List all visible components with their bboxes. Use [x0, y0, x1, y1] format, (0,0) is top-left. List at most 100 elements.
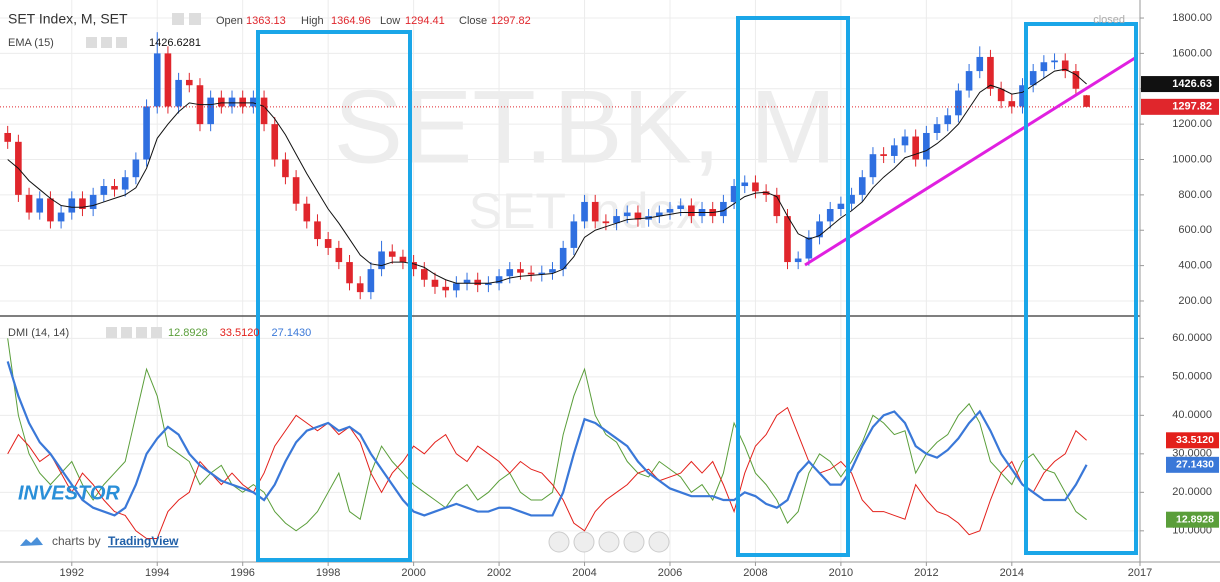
icon[interactable] — [86, 37, 97, 48]
candle-body — [57, 212, 65, 222]
candle-body — [282, 159, 289, 178]
candle-body — [442, 286, 449, 291]
value-tag-label: 33.5120 — [1176, 434, 1214, 446]
candle-body — [143, 106, 150, 160]
y-tick-label: 1800.00 — [1172, 12, 1212, 24]
candle-body — [111, 186, 118, 190]
candle-body — [1083, 95, 1090, 107]
x-tick-label: 1998 — [316, 567, 340, 579]
candle-body — [923, 132, 930, 160]
y-tick-label: 600.00 — [1178, 224, 1212, 236]
candle-body — [420, 269, 428, 280]
candle-body — [1019, 85, 1026, 107]
icon[interactable] — [116, 37, 127, 48]
candle-body — [559, 247, 567, 270]
icon[interactable] — [172, 13, 184, 25]
candle-body — [1029, 71, 1037, 86]
dmi-line — [6, 361, 1088, 517]
icon[interactable] — [121, 327, 132, 338]
nav-button[interactable] — [598, 531, 620, 553]
dmi-line — [7, 338, 1087, 532]
x-tick-label: 2002 — [487, 567, 511, 579]
value-tag — [1166, 511, 1219, 528]
candle-body — [741, 182, 749, 187]
indicator-value: 1426.6281 — [149, 37, 201, 49]
candle-body — [944, 115, 952, 125]
candle-body — [591, 201, 599, 222]
y-tick-label: 200.00 — [1178, 295, 1212, 307]
highlight-box[interactable] — [256, 30, 412, 562]
candle-body — [324, 239, 332, 248]
highlight-box[interactable] — [736, 16, 850, 557]
candle-body — [410, 262, 417, 270]
indicator-title: DMI (14, 14) — [8, 327, 69, 339]
candle-body — [634, 212, 642, 220]
candle-body — [965, 71, 973, 91]
y-tick-label: 1600.00 — [1172, 47, 1212, 59]
candle-body — [1051, 60, 1058, 63]
candle-body — [4, 132, 12, 142]
value-tag — [1166, 456, 1219, 473]
y-tick-label: 10.0000 — [1172, 525, 1212, 537]
nav-button[interactable] — [623, 531, 645, 553]
candle-body — [987, 56, 994, 89]
candle-body — [453, 283, 460, 291]
candle-body — [292, 177, 300, 204]
highlight-box[interactable] — [1024, 22, 1138, 555]
candle-body — [570, 221, 578, 248]
candle-body — [1072, 71, 1080, 89]
logo: INVESTOR — [18, 482, 120, 504]
y-tick-label: 800.00 — [1178, 189, 1212, 201]
icon[interactable] — [189, 13, 201, 25]
y-tick-label: 50.0000 — [1172, 371, 1212, 383]
icon[interactable] — [101, 37, 112, 48]
candle-body — [602, 221, 610, 224]
candle-body — [207, 97, 214, 125]
candle-body — [79, 198, 86, 210]
credit-link[interactable]: TradingView — [108, 534, 179, 548]
x-tick-label: 2000 — [401, 567, 425, 579]
candle-body — [463, 279, 471, 284]
indicator-title: EMA (15) — [8, 37, 54, 49]
candle-body — [185, 79, 193, 86]
candle-body — [89, 194, 97, 210]
indicator-value: 12.8928 — [168, 327, 208, 339]
ohlc-label: High — [301, 15, 324, 27]
candle-body — [314, 221, 321, 240]
candle-body — [399, 256, 407, 263]
candle-body — [880, 154, 887, 156]
candle-body — [784, 216, 791, 263]
candle-body — [955, 90, 962, 116]
icon[interactable] — [106, 327, 117, 338]
ohlc-value: 1294.41 — [405, 15, 445, 27]
candle-body — [1040, 62, 1048, 72]
candle-body — [688, 205, 695, 217]
nav-button[interactable] — [648, 531, 670, 553]
y-tick-label: 20.0000 — [1172, 486, 1212, 498]
candle-body — [730, 186, 738, 202]
icon[interactable] — [151, 327, 162, 338]
candle-body — [303, 203, 311, 222]
ohlc-label: Close — [459, 15, 487, 27]
credit: charts by — [52, 534, 101, 548]
trend-line[interactable] — [804, 56, 1136, 267]
nav-button[interactable] — [573, 531, 595, 553]
candle-body — [175, 79, 182, 107]
candle-body — [933, 124, 941, 133]
candle-body — [271, 124, 279, 160]
watermark: SET.BK, M — [334, 69, 837, 185]
value-tag-label: 12.8928 — [1176, 513, 1214, 525]
marks — [0, 32, 1140, 540]
candle-body — [805, 237, 813, 259]
nav-button[interactable] — [548, 531, 570, 553]
value-tag — [1166, 432, 1219, 449]
x-tick-label: 2006 — [658, 567, 682, 579]
ohlc-value: 1363.13 — [246, 15, 286, 27]
icon[interactable] — [136, 327, 147, 338]
candle-body — [431, 279, 439, 287]
symbol-title: SET Index, M, SET — [8, 11, 128, 27]
price-tag — [1141, 76, 1219, 93]
candle-body — [762, 191, 770, 195]
